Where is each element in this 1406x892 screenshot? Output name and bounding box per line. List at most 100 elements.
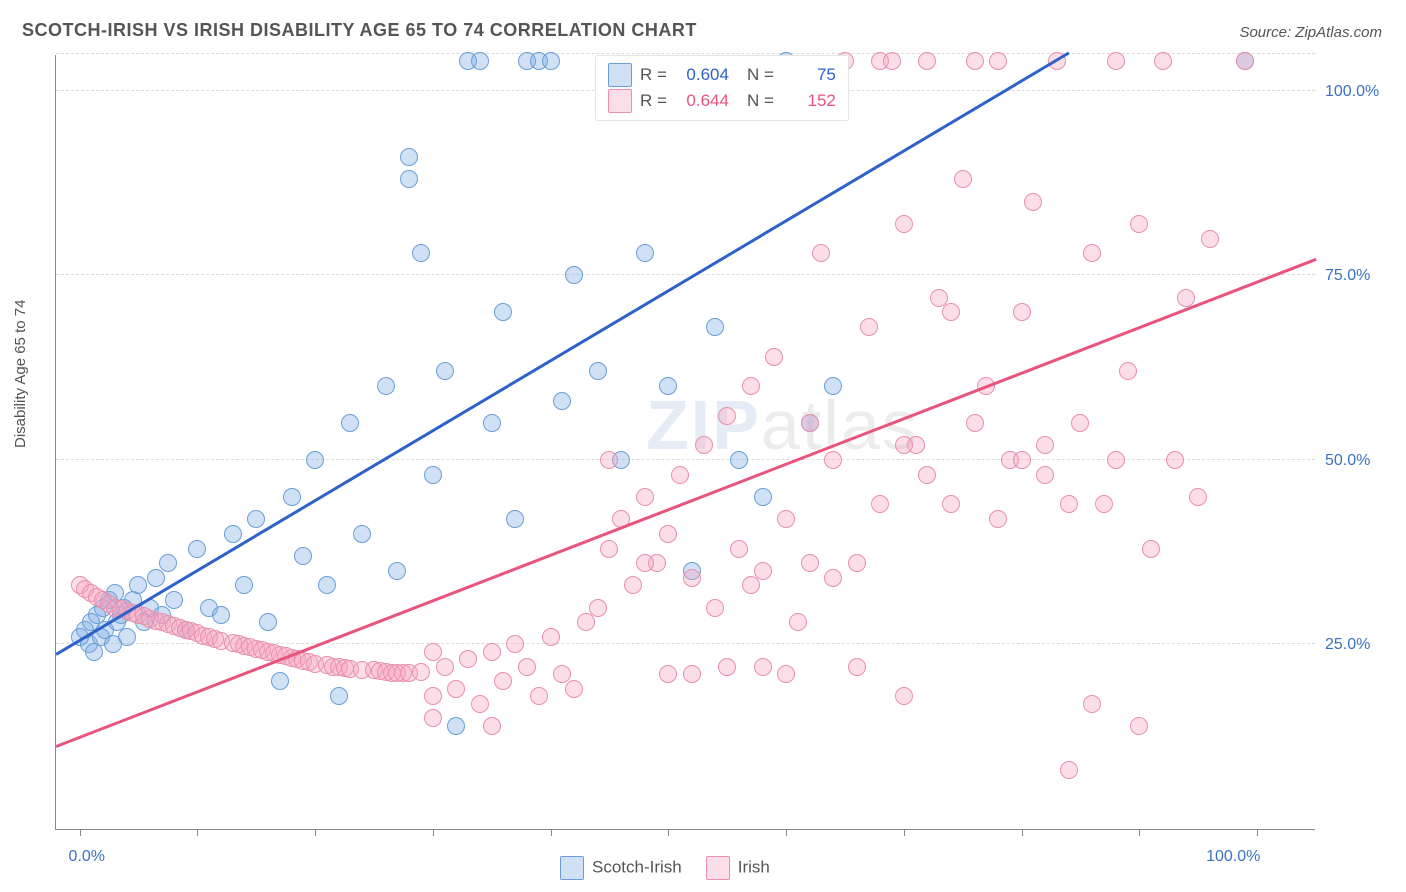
gridline <box>56 274 1315 275</box>
scatter-point <box>848 554 866 572</box>
y-tick-label: 75.0% <box>1325 267 1370 285</box>
scatter-point <box>730 451 748 469</box>
gridline <box>56 459 1315 460</box>
scatter-point <box>718 658 736 676</box>
scatter-point <box>494 303 512 321</box>
chart-title: SCOTCH-IRISH VS IRISH DISABILITY AGE 65 … <box>22 20 697 41</box>
scatter-point <box>530 687 548 705</box>
scatter-plot-area: ZIPatlas <box>55 55 1315 830</box>
scatter-point <box>600 540 618 558</box>
scatter-point <box>824 377 842 395</box>
legend-n-label: N = <box>747 62 774 88</box>
scatter-point <box>989 510 1007 528</box>
scatter-point <box>1154 52 1172 70</box>
scatter-point <box>1083 244 1101 262</box>
y-tick-label: 100.0% <box>1325 83 1379 101</box>
scatter-point <box>659 377 677 395</box>
scatter-point <box>471 695 489 713</box>
legend-n-value: 75 <box>782 62 836 88</box>
scatter-point <box>283 488 301 506</box>
series-legend: Scotch-IrishIrish <box>560 856 770 880</box>
scatter-point <box>942 303 960 321</box>
scatter-point <box>895 687 913 705</box>
scatter-point <box>1130 215 1148 233</box>
scatter-point <box>1060 495 1078 513</box>
scatter-point <box>1095 495 1113 513</box>
scatter-point <box>683 569 701 587</box>
x-tick <box>433 829 434 836</box>
scatter-point <box>754 488 772 506</box>
scatter-point <box>754 562 772 580</box>
scatter-point <box>412 244 430 262</box>
scatter-point <box>159 554 177 572</box>
scatter-point <box>824 451 842 469</box>
scatter-point <box>1166 451 1184 469</box>
legend-r-label: R = <box>640 88 667 114</box>
scatter-point <box>636 488 654 506</box>
scatter-point <box>1107 52 1125 70</box>
watermark: ZIPatlas <box>646 385 919 465</box>
legend-row: R =0.644N =152 <box>608 88 836 114</box>
scatter-point <box>883 52 901 70</box>
correlation-legend: R =0.604N =75R =0.644N =152 <box>595 55 849 121</box>
scatter-point <box>801 554 819 572</box>
scatter-point <box>895 436 913 454</box>
gridline <box>56 53 1315 54</box>
scatter-point <box>954 170 972 188</box>
legend-swatch <box>608 89 632 113</box>
scatter-point <box>659 665 677 683</box>
scatter-point <box>447 717 465 735</box>
x-tick <box>315 829 316 836</box>
legend-r-value: 0.604 <box>675 62 729 88</box>
scatter-point <box>353 525 371 543</box>
x-tick <box>786 829 787 836</box>
legend-r-value: 0.644 <box>675 88 729 114</box>
scatter-point <box>424 709 442 727</box>
legend-swatch <box>706 856 730 880</box>
scatter-point <box>730 540 748 558</box>
scatter-point <box>636 244 654 262</box>
scatter-point <box>147 569 165 587</box>
scatter-point <box>424 687 442 705</box>
scatter-point <box>671 466 689 484</box>
legend-series-name: Scotch-Irish <box>592 857 682 876</box>
scatter-point <box>506 510 524 528</box>
scatter-point <box>942 495 960 513</box>
scatter-point <box>294 547 312 565</box>
y-tick-label: 25.0% <box>1325 636 1370 654</box>
scatter-point <box>718 407 736 425</box>
scatter-point <box>188 540 206 558</box>
scatter-point <box>506 635 524 653</box>
scatter-point <box>1201 230 1219 248</box>
legend-swatch <box>560 856 584 880</box>
scatter-point <box>565 266 583 284</box>
scatter-point <box>212 606 230 624</box>
y-axis-label: Disability Age 65 to 74 <box>12 300 29 448</box>
scatter-point <box>966 414 984 432</box>
scatter-point <box>777 665 795 683</box>
scatter-point <box>388 562 406 580</box>
scatter-point <box>1013 303 1031 321</box>
scatter-point <box>706 599 724 617</box>
scatter-point <box>341 414 359 432</box>
legend-row: R =0.604N =75 <box>608 62 836 88</box>
scatter-point <box>224 525 242 543</box>
scatter-point <box>436 362 454 380</box>
scatter-point <box>318 576 336 594</box>
scatter-point <box>459 650 477 668</box>
scatter-point <box>1060 761 1078 779</box>
legend-item: Scotch-Irish <box>560 856 682 880</box>
scatter-point <box>765 348 783 366</box>
x-tick <box>668 829 669 836</box>
scatter-point <box>695 436 713 454</box>
scatter-point <box>989 52 1007 70</box>
scatter-point <box>636 554 654 572</box>
x-tick <box>551 829 552 836</box>
scatter-point <box>129 576 147 594</box>
scatter-point <box>118 628 136 646</box>
scatter-point <box>542 52 560 70</box>
scatter-point <box>436 658 454 676</box>
scatter-point <box>966 52 984 70</box>
scatter-point <box>577 613 595 631</box>
scatter-point <box>330 687 348 705</box>
